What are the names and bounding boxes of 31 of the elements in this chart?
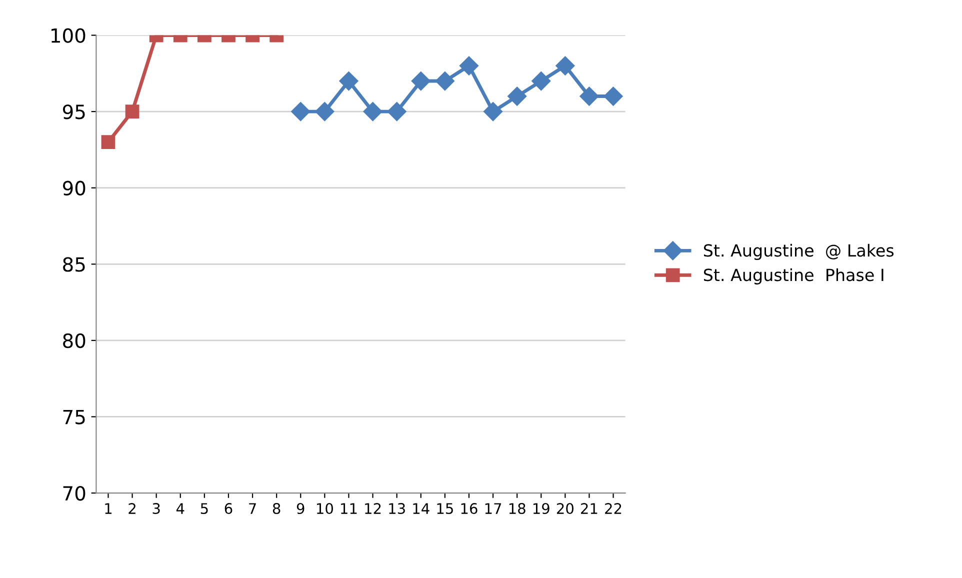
x-tick-label: 8 <box>272 503 280 514</box>
y-tick-label: 75 <box>63 410 85 424</box>
x-tick-label: 3 <box>152 503 160 514</box>
x-tick-label: 5 <box>200 503 208 514</box>
y-tick-label: 95 <box>62 104 85 120</box>
x-tick-label: 16 <box>461 503 478 514</box>
x-tick-label: 20 <box>556 503 574 514</box>
x-tick-label: 18 <box>509 503 526 514</box>
x-tick-label: 6 <box>224 503 232 514</box>
x-tick-label: 4 <box>176 503 184 514</box>
x-tick-label: 21 <box>581 503 598 514</box>
x-tick-label: 2 <box>128 503 136 514</box>
x-tick-label: 9 <box>296 503 304 514</box>
y-tick-label: 100 <box>52 28 86 43</box>
legend-label: St. Augustine @ Lakes <box>704 244 894 260</box>
x-tick-label: 12 <box>365 503 381 514</box>
x-tick-label: 11 <box>341 503 357 514</box>
y-tick-label: 85 <box>63 257 85 272</box>
x-tick-label: 22 <box>605 503 622 514</box>
x-tick-label: 19 <box>533 503 550 514</box>
y-tick-label: 90 <box>62 180 86 196</box>
x-tick-label: 10 <box>317 503 333 514</box>
y-tick-label: 80 <box>63 333 86 348</box>
x-tick-label: 14 <box>413 503 430 514</box>
x-tick-label: 15 <box>437 503 453 514</box>
x-tick-label: 1 <box>105 503 112 514</box>
legend-label: St. Augustine Phase I <box>704 268 884 284</box>
x-tick-label: 7 <box>249 503 256 514</box>
y-tick-label: 70 <box>63 486 86 501</box>
x-tick-label: 13 <box>389 503 405 514</box>
x-tick-label: 17 <box>485 503 502 514</box>
